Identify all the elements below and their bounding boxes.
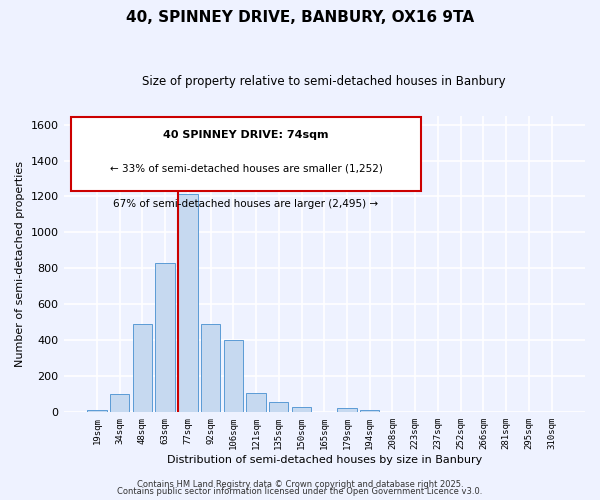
- Text: Contains public sector information licensed under the Open Government Licence v3: Contains public sector information licen…: [118, 487, 482, 496]
- Title: Size of property relative to semi-detached houses in Banbury: Size of property relative to semi-detach…: [142, 75, 506, 88]
- Text: 67% of semi-detached houses are larger (2,495) →: 67% of semi-detached houses are larger (…: [113, 198, 379, 208]
- Bar: [224, 340, 243, 412]
- Text: 40, SPINNEY DRIVE, BANBURY, OX16 9TA: 40, SPINNEY DRIVE, BANBURY, OX16 9TA: [126, 10, 474, 25]
- Bar: [269, 402, 289, 412]
- Bar: [110, 394, 130, 412]
- Bar: [133, 324, 152, 412]
- Text: ← 33% of semi-detached houses are smaller (1,252): ← 33% of semi-detached houses are smalle…: [110, 163, 382, 173]
- Bar: [178, 194, 197, 412]
- Bar: [201, 324, 220, 412]
- Bar: [292, 407, 311, 412]
- Text: 40 SPINNEY DRIVE: 74sqm: 40 SPINNEY DRIVE: 74sqm: [163, 130, 329, 140]
- Bar: [247, 392, 266, 412]
- FancyBboxPatch shape: [71, 117, 421, 191]
- Bar: [337, 408, 356, 412]
- Bar: [360, 410, 379, 412]
- X-axis label: Distribution of semi-detached houses by size in Banbury: Distribution of semi-detached houses by …: [167, 455, 482, 465]
- Bar: [155, 263, 175, 412]
- Text: Contains HM Land Registry data © Crown copyright and database right 2025.: Contains HM Land Registry data © Crown c…: [137, 480, 463, 489]
- Bar: [87, 410, 107, 412]
- Y-axis label: Number of semi-detached properties: Number of semi-detached properties: [15, 161, 25, 367]
